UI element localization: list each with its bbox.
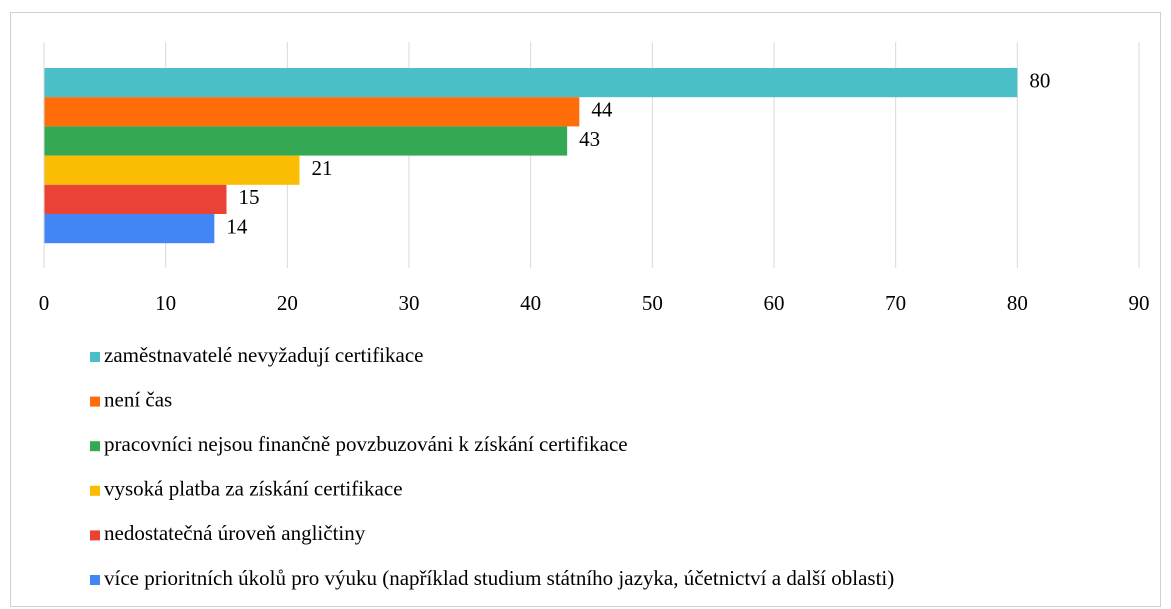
legend-label: pracovníci nejsou finančně povzbuzováni … bbox=[104, 432, 628, 456]
legend-swatch bbox=[90, 530, 100, 541]
x-tick-label: 70 bbox=[885, 291, 906, 315]
legend-label: zaměstnavatelé nevyžadují certifikace bbox=[104, 343, 423, 367]
data-label: 21 bbox=[312, 156, 333, 180]
data-label: 80 bbox=[1029, 68, 1050, 92]
legend-swatch bbox=[90, 485, 100, 496]
x-tick-label: 30 bbox=[399, 291, 420, 315]
legend-label: nedostatečná úroveň angličtiny bbox=[104, 521, 366, 545]
legend-label: vysoká platba za získání certifikace bbox=[104, 477, 403, 501]
legend-swatch bbox=[90, 352, 100, 362]
data-label: 43 bbox=[579, 127, 600, 151]
bar bbox=[44, 126, 568, 156]
x-tick-label: 40 bbox=[520, 291, 541, 315]
x-tick-label: 50 bbox=[642, 291, 663, 315]
legend-swatch bbox=[90, 575, 100, 585]
legend-swatch bbox=[90, 441, 100, 452]
legend-label: není čas bbox=[104, 387, 172, 411]
bar bbox=[44, 68, 1018, 98]
x-tick-label: 0 bbox=[39, 291, 50, 315]
x-tick-label: 60 bbox=[764, 291, 785, 315]
bar bbox=[44, 184, 227, 214]
legend-swatch bbox=[90, 396, 100, 407]
data-label: 15 bbox=[239, 185, 260, 209]
data-label: 44 bbox=[591, 98, 613, 122]
x-tick-label: 10 bbox=[155, 291, 176, 315]
x-tick-label: 80 bbox=[1007, 291, 1028, 315]
bar bbox=[44, 214, 215, 244]
data-label: 14 bbox=[226, 214, 248, 238]
legend-label: více prioritních úkolů pro výuku (napřík… bbox=[104, 566, 894, 590]
x-tick-label: 20 bbox=[277, 291, 298, 315]
bar bbox=[44, 155, 300, 185]
x-tick-label: 90 bbox=[1129, 291, 1150, 315]
bar bbox=[44, 97, 580, 127]
